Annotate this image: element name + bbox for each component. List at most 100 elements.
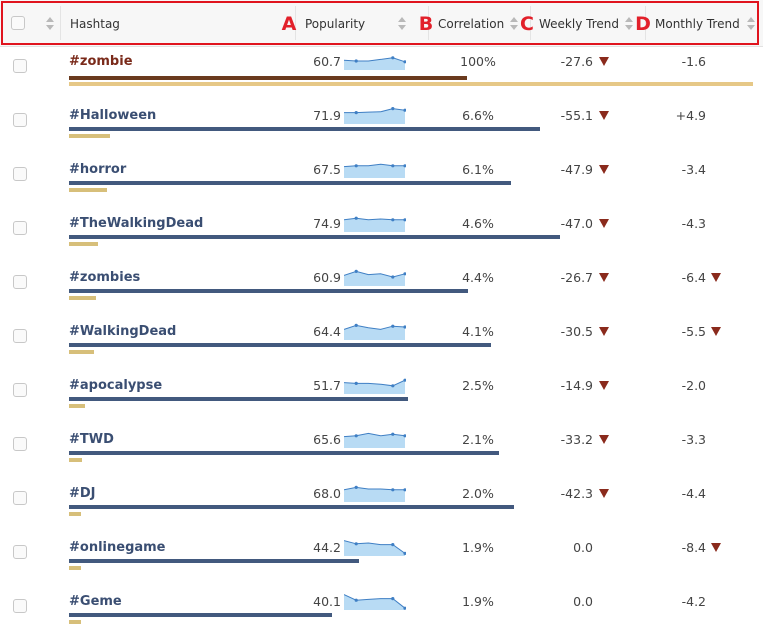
- row-checkbox[interactable]: [13, 491, 27, 505]
- hashtag-link[interactable]: #horror: [69, 162, 127, 177]
- marker-a-label: A: [281, 13, 297, 35]
- hashtag-link[interactable]: #TheWalkingDead: [69, 216, 204, 231]
- popularity-value: 74.9: [313, 216, 341, 231]
- row-checkbox[interactable]: [13, 383, 27, 397]
- select-all-checkbox[interactable]: [11, 16, 25, 30]
- table-row: #onlinegame 44.2 1.9% 0.0 -8.4: [0, 530, 763, 584]
- row-checkbox[interactable]: [13, 113, 27, 127]
- down-arrow-icon: [711, 273, 721, 282]
- weekly-trend-value: -47.9: [560, 162, 593, 177]
- monthly-trend-value: -5.5: [681, 324, 706, 339]
- column-header-popularity[interactable]: Popularity: [305, 17, 366, 31]
- monthly-trend-value: -4.2: [681, 594, 706, 609]
- hashtag-link[interactable]: #onlinegame: [69, 540, 166, 555]
- table-row: #zombies 60.9 4.4% -26.7 -6.4: [0, 260, 763, 314]
- sparkline-point: [354, 323, 358, 327]
- weekly-trend-value: -14.9: [560, 378, 593, 393]
- popularity-bar: [69, 613, 332, 617]
- hashtag-link[interactable]: #apocalypse: [69, 378, 163, 393]
- row-checkbox[interactable]: [13, 437, 27, 451]
- sparkline-line: [344, 270, 406, 278]
- sort-icon[interactable]: [510, 17, 518, 31]
- hashtag-link[interactable]: #DJ: [69, 486, 96, 501]
- sparkline-point: [403, 218, 406, 222]
- sparkline-point: [391, 543, 395, 547]
- hashtag-link[interactable]: #WalkingDead: [69, 324, 177, 339]
- sparkline-point: [391, 164, 395, 168]
- correlation-bar: [69, 296, 96, 300]
- down-arrow-icon: [599, 327, 609, 336]
- marker-b-label: B: [418, 13, 434, 35]
- sparkline-area: [344, 218, 405, 232]
- hashtag-link[interactable]: #Halloween: [69, 108, 157, 123]
- sort-icon[interactable]: [46, 17, 54, 31]
- column-header-monthly-trend[interactable]: Monthly Trend: [655, 17, 740, 31]
- hashtag-link[interactable]: #zombies: [69, 270, 141, 285]
- sort-icon[interactable]: [747, 17, 755, 31]
- sparkline-line: [344, 324, 406, 330]
- column-header-weekly-trend[interactable]: Weekly Trend: [539, 17, 619, 31]
- down-arrow-icon: [599, 219, 609, 228]
- popularity-sparkline: [344, 485, 406, 502]
- hashtag-link[interactable]: #Geme: [69, 594, 122, 609]
- row-checkbox[interactable]: [13, 275, 27, 289]
- highlight-frame: [1, 1, 759, 45]
- correlation-bar: [69, 404, 85, 408]
- row-checkbox[interactable]: [13, 329, 27, 343]
- popularity-value: 51.7: [313, 378, 341, 393]
- down-arrow-icon: [599, 111, 609, 120]
- row-checkbox[interactable]: [13, 221, 27, 235]
- sparkline-point: [391, 384, 395, 388]
- sparkline-point: [354, 216, 358, 220]
- monthly-trend-value: -6.4: [681, 270, 706, 285]
- sparkline-point: [391, 597, 395, 601]
- sparkline-point: [403, 60, 406, 64]
- popularity-bar: [69, 505, 514, 509]
- popularity-bar: [69, 397, 408, 401]
- sparkline-area: [344, 271, 405, 286]
- table-row: #zombie 60.7 100% -27.6 -1.6: [0, 44, 763, 98]
- row-checkbox[interactable]: [13, 599, 27, 613]
- sparkline-point: [403, 164, 406, 168]
- sparkline-point: [354, 485, 358, 489]
- popularity-bar: [69, 559, 359, 563]
- column-header-correlation[interactable]: Correlation: [438, 17, 505, 31]
- sparkline-point: [403, 606, 406, 610]
- row-checkbox[interactable]: [13, 545, 27, 559]
- popularity-value: 60.9: [313, 270, 341, 285]
- sparkline-line: [344, 57, 406, 63]
- correlation-value: 6.6%: [462, 108, 494, 123]
- sort-icon[interactable]: [398, 17, 406, 31]
- popularity-sparkline: [344, 378, 406, 394]
- sparkline-line: [344, 432, 406, 438]
- hashtag-link[interactable]: #zombie: [69, 54, 133, 69]
- row-checkbox[interactable]: [13, 167, 27, 181]
- sparkline-area: [344, 164, 405, 178]
- sparkline-line: [344, 486, 405, 491]
- sort-icon[interactable]: [625, 17, 633, 31]
- monthly-trend-value: -4.4: [681, 486, 706, 501]
- down-arrow-icon: [599, 273, 609, 282]
- column-divider: [645, 6, 646, 40]
- column-header-hashtag[interactable]: Hashtag: [70, 17, 120, 31]
- popularity-value: 44.2: [313, 540, 341, 555]
- sparkline-point: [391, 56, 395, 60]
- monthly-trend-value: -2.0: [681, 378, 706, 393]
- correlation-value: 4.1%: [462, 324, 494, 339]
- marker-d-label: D: [635, 13, 651, 35]
- hashtag-link[interactable]: #TWD: [69, 432, 114, 447]
- weekly-trend-value: -33.2: [560, 432, 593, 447]
- sparkline-area: [344, 433, 405, 448]
- correlation-value: 4.4%: [462, 270, 494, 285]
- popularity-bar: [69, 451, 499, 455]
- popularity-value: 64.4: [313, 324, 341, 339]
- sparkline-area: [344, 487, 405, 502]
- popularity-value: 67.5: [313, 162, 341, 177]
- popularity-sparkline: [344, 269, 406, 286]
- monthly-trend-value: -1.6: [681, 54, 706, 69]
- row-checkbox[interactable]: [13, 59, 27, 73]
- weekly-trend-value: 0.0: [573, 594, 593, 609]
- sparkline-line: [344, 594, 406, 609]
- sparkline-point: [354, 598, 358, 602]
- sparkline-point: [403, 488, 406, 492]
